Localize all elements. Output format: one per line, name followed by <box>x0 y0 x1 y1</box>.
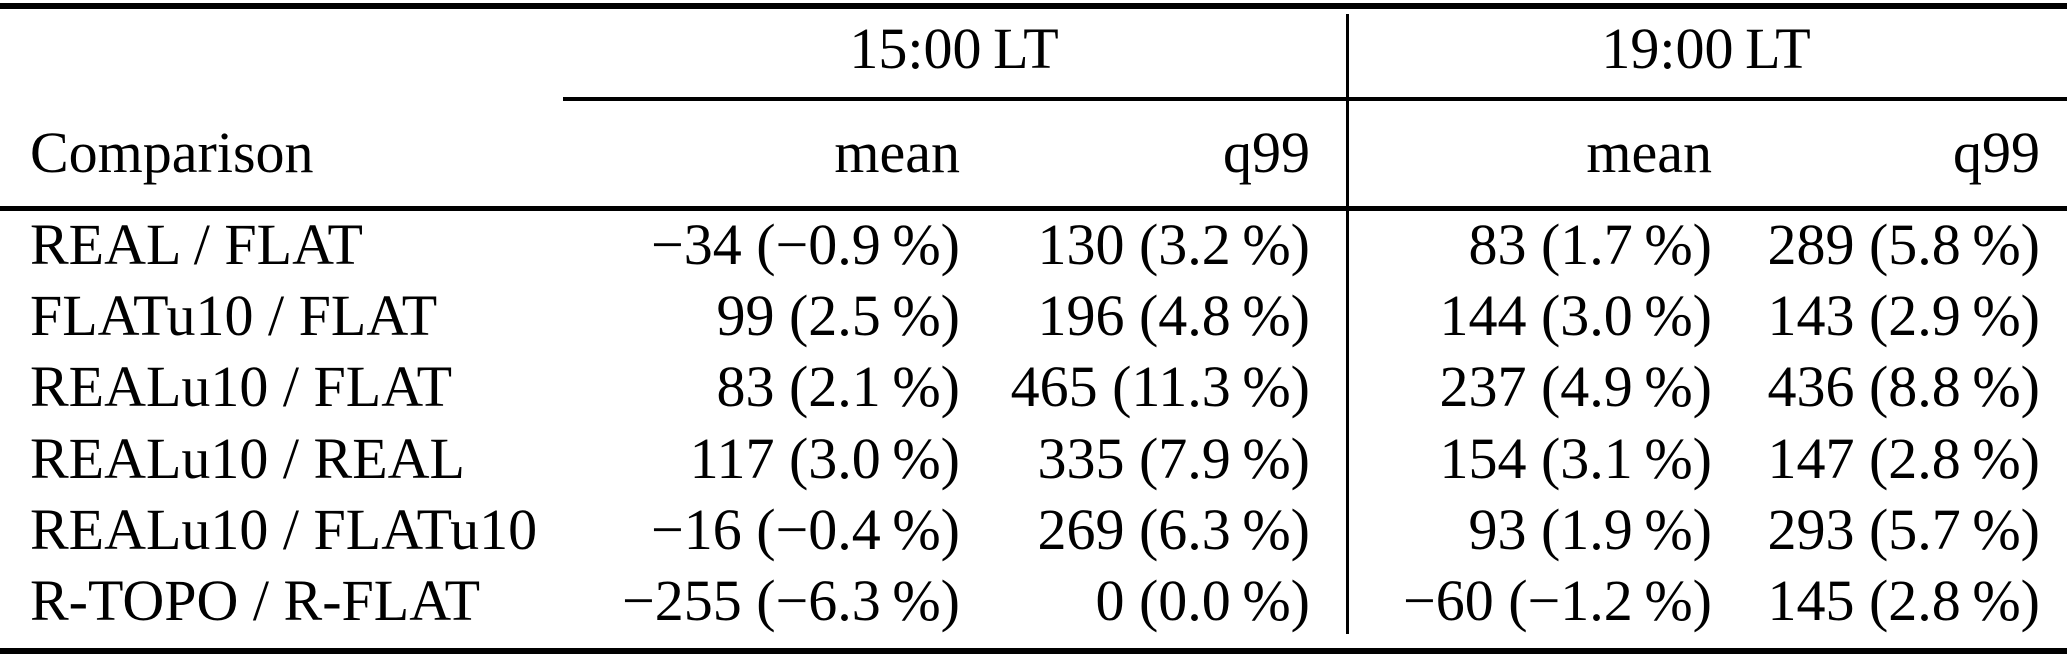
mean-1500-cell: −34 (−0.9 %) <box>651 211 960 277</box>
row-label: FLATu10 / FLAT <box>30 282 438 348</box>
q99-1900-cell: 143 (2.9 %) <box>1767 282 2040 348</box>
comparison-column-header: Comparison <box>30 120 314 185</box>
q99-1500-cell: 196 (4.8 %) <box>1037 282 1310 348</box>
mean-1500-cell: 117 (3.0 %) <box>689 425 960 491</box>
q99-1900-cell: 436 (8.8 %) <box>1767 354 2040 420</box>
q99-1500-cell: 335 (7.9 %) <box>1037 425 1310 491</box>
mean-1500-cell: 99 (2.5 %) <box>716 282 960 348</box>
q99-1900-cell: 289 (5.8 %) <box>1767 211 2040 277</box>
bottom-rule <box>0 648 2067 654</box>
q99-1500-cell: 0 (0.0 %) <box>1095 568 1310 634</box>
mean-1900-cell: 154 (3.1 %) <box>1439 425 1712 491</box>
mean-1500-cell: −16 (−0.4 %) <box>651 496 960 562</box>
top-rule <box>0 3 2067 9</box>
mean-column-header-1900: mean <box>1586 120 1712 185</box>
group-header-underline <box>563 97 2067 101</box>
q99-1500-cell: 269 (6.3 %) <box>1037 496 1310 562</box>
row-label: REALu10 / FLATu10 <box>30 496 538 562</box>
mean-1900-cell: 93 (1.9 %) <box>1468 496 1712 562</box>
mean-1900-cell: 237 (4.9 %) <box>1439 354 1712 420</box>
mean-column-header-1500: mean <box>834 120 960 185</box>
q99-column-header-1500: q99 <box>1223 120 1310 185</box>
mean-1500-cell: 83 (2.1 %) <box>716 354 960 420</box>
q99-column-header-1900: q99 <box>1953 120 2040 185</box>
table-grid: 15:00 LT 19:00 LT Comparison mean q99 me… <box>30 15 2040 634</box>
row-label: REAL / FLAT <box>30 211 363 277</box>
mean-1900-cell: 144 (3.0 %) <box>1439 282 1712 348</box>
mean-1900-cell: −60 (−1.2 %) <box>1403 568 1712 634</box>
group-header-1900: 19:00 LT <box>1601 15 1811 81</box>
header-rule <box>0 206 2067 211</box>
mean-1500-cell: −255 (−6.3 %) <box>622 568 960 634</box>
row-label: REALu10 / REAL <box>30 425 465 491</box>
q99-1900-cell: 147 (2.8 %) <box>1767 425 2040 491</box>
q99-1900-cell: 293 (5.7 %) <box>1767 496 2040 562</box>
q99-1500-cell: 465 (11.3 %) <box>1010 354 1310 420</box>
column-divider <box>1346 14 1349 634</box>
group-header-1500: 15:00 LT <box>849 15 1059 81</box>
row-label: R-TOPO / R-FLAT <box>30 568 481 634</box>
q99-1900-cell: 145 (2.8 %) <box>1767 568 2040 634</box>
q99-1500-cell: 130 (3.2 %) <box>1037 211 1310 277</box>
row-label: REALu10 / FLAT <box>30 354 453 420</box>
mean-1900-cell: 83 (1.7 %) <box>1468 211 1712 277</box>
